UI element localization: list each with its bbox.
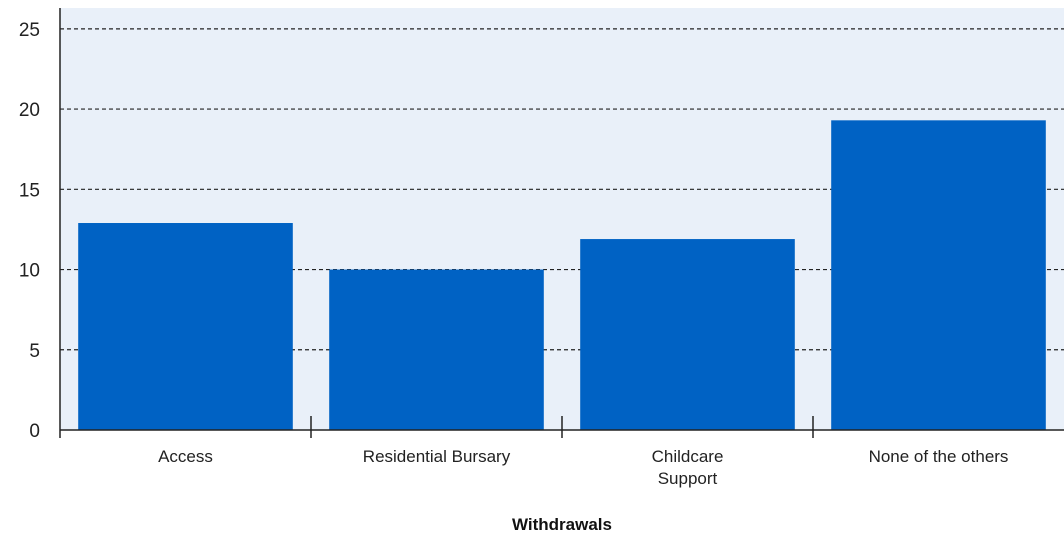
- y-tick-label: 25: [19, 20, 40, 41]
- bar: [831, 120, 1046, 430]
- x-category-label-line: Residential Bursary: [363, 447, 511, 466]
- x-category-label-line: Support: [658, 469, 718, 488]
- y-tick-label: 0: [29, 421, 40, 442]
- x-category-label-line: Access: [158, 447, 213, 466]
- x-axis-title: Withdrawals: [512, 515, 612, 534]
- x-category-label: Access: [158, 447, 213, 466]
- bars: [78, 120, 1046, 430]
- x-category-label: Residential Bursary: [363, 447, 511, 466]
- bar: [78, 223, 293, 430]
- bar: [329, 269, 544, 430]
- x-category-labels: Access Residential Bursary Childcare Suppor…: [158, 447, 1008, 488]
- y-tick-label: 20: [19, 100, 40, 121]
- x-category-label-line: None of the others: [869, 447, 1009, 466]
- x-category-label-line: Childcare: [652, 447, 724, 466]
- y-tick-label: 10: [19, 261, 40, 282]
- y-tick-label: 5: [29, 341, 40, 362]
- x-category-label: Childcare Support: [652, 447, 724, 488]
- y-tick-labels: 0 5 10 15 20 25: [19, 20, 40, 442]
- x-category-label: None of the others: [869, 447, 1009, 466]
- x-axis-ticks: [310, 416, 814, 438]
- bar: [580, 239, 795, 430]
- y-tick-label: 15: [19, 180, 40, 201]
